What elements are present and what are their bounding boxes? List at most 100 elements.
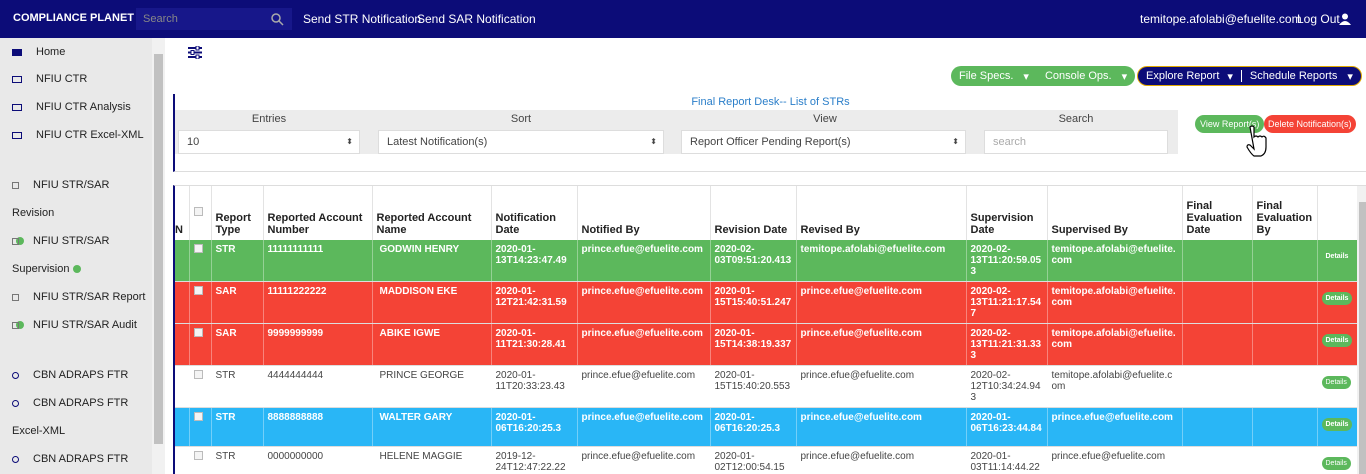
details-button[interactable]: Details	[1321, 457, 1351, 470]
table-row: STR 0000000000 HELENE MAGGIE 2019-12-24T12:…	[175, 446, 1358, 474]
cell: 2020-01-06T16:20:25.3	[710, 407, 797, 447]
row-select	[189, 446, 212, 474]
cell: prince.efue@efuelite.com	[577, 407, 711, 447]
cell: 0000000000	[263, 446, 373, 474]
action-cell: Details	[1317, 365, 1358, 408]
sidebar-scrollbar[interactable]	[152, 38, 165, 474]
row-stub	[175, 407, 190, 447]
row-select	[189, 365, 212, 408]
menu-item[interactable]: CBN ADRAPS FTR	[12, 361, 152, 389]
user-email[interactable]: temitope.afolabi@efuelite.com	[1140, 12, 1302, 26]
details-button[interactable]: Details	[1321, 292, 1353, 305]
action-cell: Details	[1317, 446, 1358, 474]
cell: prince.efue@efuelite.com	[1047, 446, 1183, 474]
menu-label: NFIU STR/SAR Revision	[12, 179, 110, 219]
button-label: View Report(s)	[1200, 119, 1260, 129]
details-button[interactable]: Details	[1321, 418, 1353, 431]
select-value: 10	[187, 136, 200, 148]
filter-icon[interactable]	[188, 46, 202, 59]
cell-empty	[1182, 365, 1253, 408]
filter-label: Search	[1058, 113, 1094, 125]
row-stub	[175, 240, 190, 282]
column-header: Reported Account Name	[372, 186, 492, 240]
menu-item[interactable]: NFIU CTR Analysis	[12, 93, 152, 121]
cell: prince.efue@efuelite.com	[796, 365, 967, 408]
filter-label: Sort	[510, 113, 532, 125]
menu-item[interactable]: NFIU CTR Excel-XML	[12, 121, 152, 149]
checkbox[interactable]	[193, 286, 203, 295]
entries-select[interactable]: 10 ⬍	[178, 130, 360, 154]
panel-title: Final Report Desk-- List of STRs	[691, 96, 850, 108]
menu-item[interactable]: NFIU STR/SAR Audit	[12, 311, 152, 339]
checkbox[interactable]	[193, 451, 203, 460]
search-box[interactable]: Search	[136, 8, 292, 30]
cell: prince.efue@efuelite.com	[577, 323, 711, 366]
search-placeholder: search	[993, 136, 1027, 148]
menu-item[interactable]: NFIU STR/SAR Supervision	[12, 227, 152, 283]
cell: 2020-01-03T11:14:44.223	[966, 446, 1048, 474]
cell: 2020-02-12T10:34:24.943	[966, 365, 1048, 408]
toolbar-button[interactable]: File Specs.	[959, 70, 1014, 82]
cell: 2020-01-11T20:33:23.43	[491, 365, 578, 408]
cell-empty	[1252, 281, 1318, 324]
cursor	[1246, 125, 1267, 157]
checkbox[interactable]	[193, 244, 203, 253]
cell-empty	[1182, 281, 1253, 324]
column-header: Notification Date	[491, 186, 578, 240]
checkbox[interactable]	[193, 328, 203, 337]
cell: prince.efue@efuelite.com	[796, 407, 967, 447]
cell: 11111111111	[263, 240, 373, 282]
cell: 2020-02-13T11:21:17.547	[966, 281, 1048, 324]
menu-item[interactable]: CBN ADRAPS FTR	[12, 445, 152, 473]
action-cell: Details	[1317, 281, 1358, 324]
button-group: Explore Report ▾ Schedule Reports ▾	[1137, 66, 1362, 86]
table-scrollbar[interactable]	[1357, 186, 1366, 474]
menu-item[interactable]: CBN ADRAPS FTR Excel-XML	[12, 389, 152, 445]
details-button[interactable]: Details	[1321, 250, 1353, 263]
menu-label: CBN ADRAPS FTR Excel-XML	[12, 397, 129, 437]
cell: prince.efue@efuelite.com	[796, 446, 967, 474]
toolbar-button[interactable]: Explore Report	[1146, 70, 1220, 82]
toolbar-button[interactable]: Console Ops.	[1044, 70, 1112, 82]
details-button[interactable]: Details	[1321, 334, 1353, 347]
nav-link[interactable]: Send STR Notification	[303, 12, 422, 26]
nav-link[interactable]: Send SAR Notification	[417, 12, 536, 26]
cell: 2020-02-03T09:51:20.413	[710, 240, 797, 282]
cell: STR	[211, 407, 264, 447]
cell: STR	[211, 240, 264, 282]
logout[interactable]: Log Out	[1297, 12, 1340, 26]
menu-item[interactable]: NFIU CTR	[12, 65, 152, 93]
cell: HELENE MAGGIE	[372, 446, 492, 474]
brand[interactable]: COMPLIANCE PLANET	[13, 12, 134, 24]
row-select	[189, 323, 212, 366]
cell: prince.efue@efuelite.com	[796, 281, 967, 324]
select-value: Report Officer Pending Report(s)	[690, 136, 851, 148]
menu-item[interactable]: Home	[12, 38, 152, 66]
menu-label: CBN ADRAPS FTR	[33, 369, 129, 381]
details-button[interactable]: Details	[1321, 376, 1351, 389]
report-table: N Report Type Reported Account Number Repor…	[175, 186, 1358, 474]
cell: ABIKE IGWE	[372, 323, 492, 366]
column-header: Revised By	[796, 186, 967, 240]
select-all	[189, 186, 212, 240]
search-input[interactable]: search	[984, 130, 1168, 154]
sort-select[interactable]: Latest Notification(s) ⬍	[378, 130, 664, 154]
cell: WALTER GARY	[372, 407, 492, 447]
view-select[interactable]: Report Officer Pending Report(s) ⬍	[681, 130, 966, 154]
user-icon	[1339, 13, 1351, 25]
table-wrap: N Report Type Reported Account Number Repor…	[173, 185, 1366, 474]
cell: temitope.afolabi@efuelite.com	[1047, 281, 1183, 324]
menu-item[interactable]: NFIU STR/SAR Revision	[12, 171, 152, 255]
delete-button[interactable]: Delete Notification(s)	[1264, 115, 1356, 133]
cell: prince.efue@efuelite.com	[577, 446, 711, 474]
sidebar: Home NFIU CTR NFIU CTR Analysis NFIU CTR…	[0, 38, 165, 474]
cell-empty	[1252, 407, 1318, 447]
toolbar-button[interactable]: Schedule Reports	[1240, 70, 1345, 82]
view-button[interactable]: View Report(s)	[1195, 115, 1265, 133]
row-stub	[175, 365, 190, 408]
checkbox[interactable]	[193, 370, 203, 379]
checkbox[interactable]	[193, 412, 203, 421]
cell: GODWIN HENRY	[372, 240, 492, 282]
menu-item[interactable]: NFIU STR/SAR Report	[12, 283, 152, 339]
search-icon	[271, 13, 284, 26]
